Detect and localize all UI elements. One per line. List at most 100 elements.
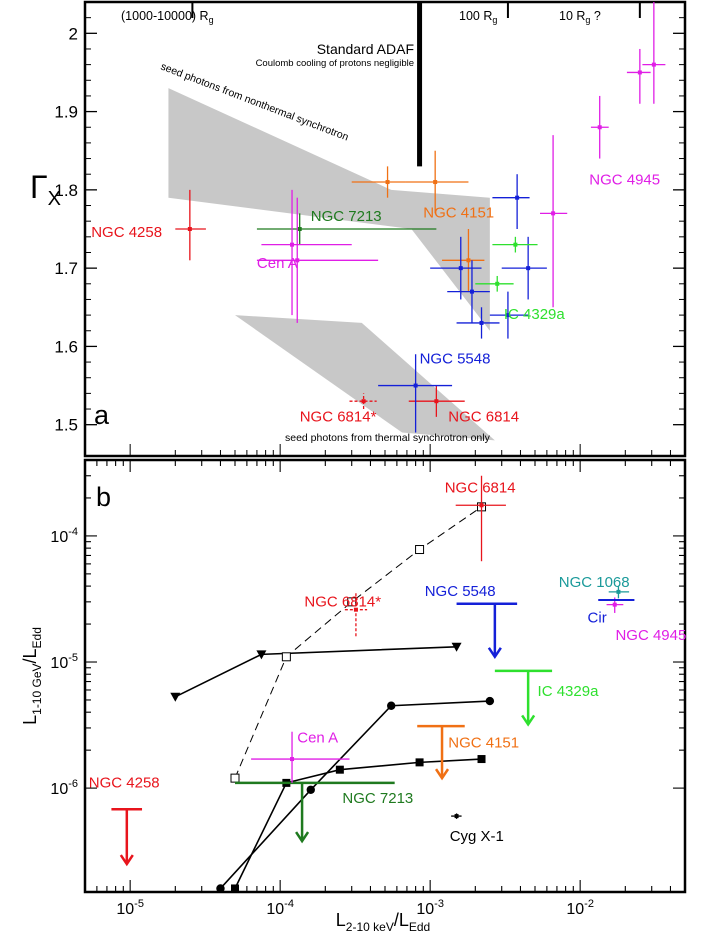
source-label: NGC 4151 bbox=[448, 734, 519, 751]
point-marker bbox=[479, 320, 484, 325]
panel-a: 1.51.61.71.81.92 (1000-10000) Rg 100 Rg … bbox=[30, 0, 687, 458]
y-tick-label: 1.5 bbox=[54, 416, 78, 435]
data-point bbox=[626, 48, 651, 104]
upper-limit-arrowhead bbox=[487, 647, 502, 660]
source-label: NGC 6814* bbox=[304, 594, 381, 611]
y-tick-label: 1.9 bbox=[54, 103, 78, 122]
data-point bbox=[492, 174, 530, 229]
x-tick-label: 10-3 bbox=[416, 898, 444, 918]
curve-marker-circle bbox=[387, 701, 396, 710]
thermal-band-label: seed photons from thermal synchrotron on… bbox=[285, 432, 491, 444]
point-marker bbox=[353, 607, 358, 612]
point-marker bbox=[466, 258, 471, 263]
data-point bbox=[501, 236, 547, 300]
curve-marker-square bbox=[231, 884, 239, 893]
source-label: NGC 5548 bbox=[425, 583, 496, 600]
source-label: NGC 4945 bbox=[589, 171, 660, 188]
point-marker bbox=[454, 814, 459, 819]
point-marker bbox=[434, 399, 439, 404]
panel-a-y-ticks: 1.5 1.6 1.7 1.8 1.9 2 bbox=[54, 17, 686, 456]
source-label: NGC 5548 bbox=[420, 351, 491, 368]
data-point bbox=[442, 229, 485, 292]
point-marker bbox=[187, 227, 192, 231]
panel-b-source-labels: NGC 6814 NGC 6814* NGC 5548 NGC 1068 Cir NGC … bbox=[89, 480, 687, 845]
region-label-middle: 100 Rg bbox=[459, 9, 497, 25]
point-marker bbox=[295, 258, 300, 263]
point-marker bbox=[551, 211, 556, 216]
curve-marker-open-square bbox=[230, 773, 240, 783]
data-point bbox=[642, 2, 666, 104]
upper-limit bbox=[417, 724, 465, 781]
data-point bbox=[489, 291, 529, 339]
point-marker bbox=[385, 180, 390, 185]
data-point bbox=[492, 236, 538, 253]
panel-b-y-axis-title: L1-10 GeV/LEdd bbox=[20, 627, 44, 725]
curve-marker-open-square bbox=[281, 652, 291, 662]
curve-marker-open-square bbox=[415, 545, 425, 555]
point-marker bbox=[458, 266, 463, 271]
data-point bbox=[455, 475, 506, 562]
y-tick-label: 1.6 bbox=[54, 337, 78, 356]
source-label: Cen A bbox=[297, 729, 338, 746]
panel-b-upper-limits bbox=[111, 602, 553, 867]
point-marker bbox=[495, 281, 500, 286]
point-marker bbox=[612, 602, 617, 607]
curve-marker-square bbox=[415, 758, 424, 767]
panel-a-letter: a bbox=[94, 400, 110, 430]
source-label: Cyg X-1 bbox=[450, 828, 504, 845]
band-nonthermal bbox=[168, 88, 490, 331]
panel-b-data-points bbox=[251, 475, 635, 819]
y-tick-label: 10-6 bbox=[50, 778, 78, 798]
model-curve-circle bbox=[219, 700, 490, 890]
model-curve-open-square bbox=[234, 506, 482, 779]
source-label: IC 4329a bbox=[504, 306, 566, 323]
curve-marker-circle bbox=[485, 696, 495, 706]
source-label: NGC 4258 bbox=[91, 224, 162, 241]
data-point bbox=[344, 591, 368, 637]
point-marker bbox=[505, 313, 510, 318]
y-tick-label: 1.7 bbox=[54, 259, 78, 278]
panel-b-letter: b bbox=[96, 482, 111, 512]
curve-marker-circle bbox=[306, 785, 315, 794]
source-label: NGC 6814 bbox=[448, 409, 519, 426]
curve-marker-triangle bbox=[451, 642, 462, 652]
panel-b-x-axis-title: L2-10 keV/LEdd bbox=[336, 910, 430, 934]
x-tick-label: 10-5 bbox=[116, 898, 144, 918]
point-marker bbox=[413, 383, 418, 388]
data-point bbox=[590, 95, 609, 159]
curve-marker-triangle bbox=[256, 650, 267, 660]
data-point bbox=[261, 189, 352, 316]
panel-a-source-labels: NGC 4258 NGC 7213 Cen A NGC 4151 NGC 4945 IC … bbox=[91, 171, 660, 425]
data-point bbox=[447, 260, 490, 323]
upper-limit-arrowhead bbox=[434, 768, 450, 781]
source-label: IC 4329a bbox=[538, 683, 600, 700]
panel-a-y-axis-title: ΓX bbox=[30, 169, 61, 210]
curve-marker-circle bbox=[216, 884, 225, 893]
data-point bbox=[251, 731, 350, 783]
panel-a-data-points bbox=[175, 2, 666, 433]
region-label-inner: 10 Rg ? bbox=[559, 9, 601, 25]
panel-b-ticks: 10-5 10-4 10-3 10-2 10-6 10-5 10-4 bbox=[50, 459, 686, 918]
curve-marker-triangle bbox=[170, 692, 181, 702]
upper-limit-arrowhead bbox=[119, 854, 134, 867]
y-tick-label: 10-4 bbox=[50, 526, 78, 546]
data-point bbox=[408, 385, 465, 417]
panel-b: 10-5 10-4 10-3 10-210-610-510-4 NGC 6814NGC… bbox=[20, 458, 687, 934]
point-marker bbox=[479, 503, 484, 508]
source-label: NGC 4945 bbox=[615, 627, 686, 644]
data-point bbox=[456, 307, 500, 339]
point-marker bbox=[290, 757, 295, 762]
source-label: NGC 4258 bbox=[89, 775, 160, 792]
curve-marker-square bbox=[477, 755, 486, 764]
point-marker bbox=[361, 399, 366, 404]
point-marker bbox=[616, 589, 621, 594]
point-marker bbox=[469, 289, 474, 294]
y-tick-label: 1.8 bbox=[54, 181, 78, 200]
curve-marker-square bbox=[335, 765, 344, 774]
point-marker bbox=[637, 70, 642, 75]
panel-b-model-curves bbox=[170, 502, 495, 893]
source-label: NGC 7213 bbox=[342, 790, 413, 807]
source-label: NGC 7213 bbox=[311, 208, 382, 225]
data-point bbox=[175, 189, 206, 261]
source-label: NGC 6814 bbox=[445, 480, 516, 497]
